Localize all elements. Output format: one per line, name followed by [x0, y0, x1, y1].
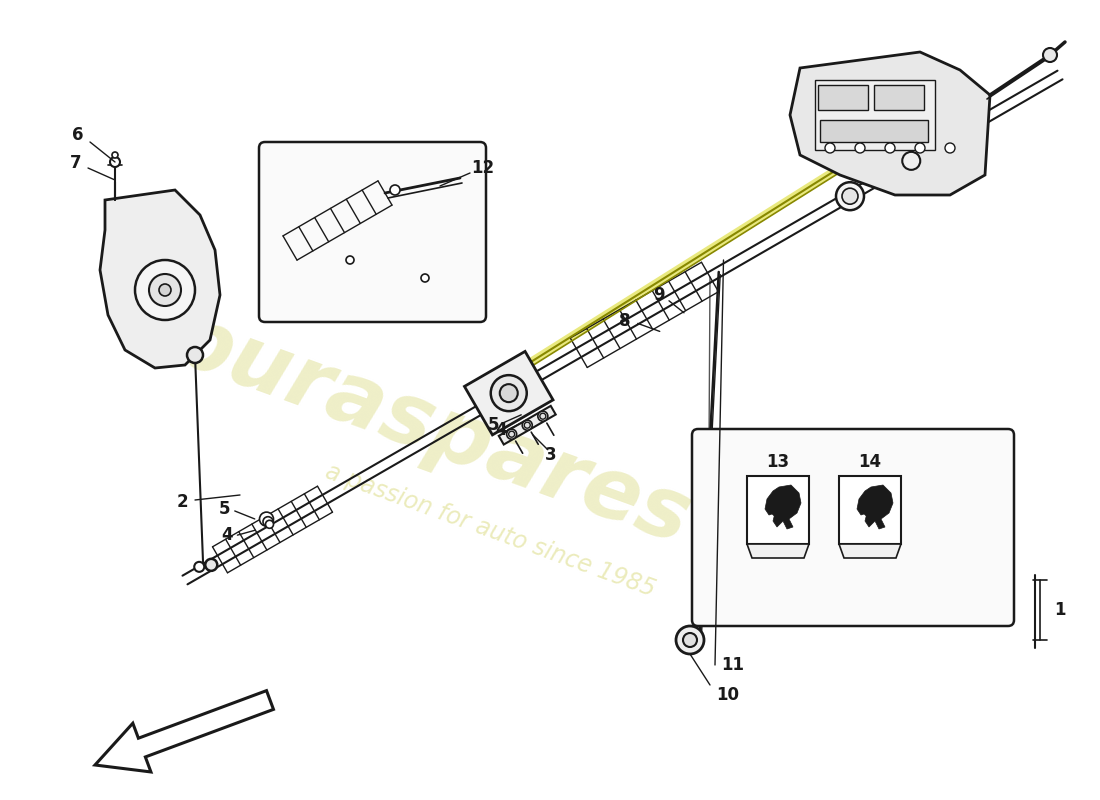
Text: buraspares: buraspares [158, 298, 701, 562]
FancyArrow shape [95, 690, 274, 772]
FancyBboxPatch shape [692, 429, 1014, 626]
Circle shape [260, 512, 274, 526]
Text: 5: 5 [219, 500, 231, 518]
Circle shape [195, 562, 205, 572]
Circle shape [540, 413, 546, 419]
Text: 6: 6 [73, 126, 84, 144]
Text: 9: 9 [653, 286, 664, 304]
Bar [820, 120, 928, 142]
Polygon shape [839, 544, 901, 558]
Circle shape [1043, 48, 1057, 62]
FancyBboxPatch shape [258, 142, 486, 322]
Polygon shape [747, 476, 808, 544]
Text: 4: 4 [221, 526, 233, 544]
Bar [818, 85, 868, 110]
Text: 2: 2 [176, 493, 188, 511]
Circle shape [915, 143, 925, 153]
Circle shape [825, 143, 835, 153]
Circle shape [160, 284, 170, 296]
Bar [815, 80, 935, 150]
Circle shape [206, 559, 218, 571]
Polygon shape [498, 406, 556, 445]
Polygon shape [100, 190, 220, 368]
Circle shape [683, 633, 697, 647]
Circle shape [265, 520, 274, 528]
Circle shape [538, 411, 548, 421]
Text: 10: 10 [716, 686, 739, 704]
Circle shape [855, 143, 865, 153]
Circle shape [842, 188, 858, 204]
Text: 5: 5 [487, 416, 499, 434]
Circle shape [346, 256, 354, 264]
Circle shape [861, 491, 889, 519]
Polygon shape [464, 351, 553, 435]
Circle shape [886, 143, 895, 153]
Text: 12: 12 [472, 159, 495, 177]
Circle shape [769, 491, 798, 519]
Text: 4: 4 [495, 421, 507, 438]
Text: 1: 1 [1054, 601, 1066, 619]
Circle shape [110, 157, 120, 167]
Circle shape [507, 429, 517, 439]
Circle shape [112, 152, 118, 158]
Circle shape [508, 431, 515, 437]
Circle shape [836, 182, 864, 210]
Text: 8: 8 [619, 313, 630, 330]
Circle shape [525, 422, 530, 428]
Circle shape [390, 185, 400, 195]
Polygon shape [839, 476, 901, 544]
Polygon shape [790, 52, 990, 195]
Polygon shape [857, 485, 893, 529]
Polygon shape [747, 544, 808, 558]
Circle shape [522, 420, 532, 430]
Circle shape [902, 152, 921, 170]
Text: 3: 3 [544, 446, 557, 464]
Circle shape [148, 274, 182, 306]
Circle shape [263, 517, 273, 526]
Circle shape [421, 274, 429, 282]
Circle shape [676, 626, 704, 654]
Text: a passion for auto since 1985: a passion for auto since 1985 [321, 459, 658, 601]
Circle shape [187, 347, 204, 363]
Text: 14: 14 [858, 453, 881, 471]
Text: 13: 13 [767, 453, 790, 471]
Bar [874, 85, 924, 110]
Circle shape [135, 260, 195, 320]
Text: 7: 7 [70, 154, 81, 172]
Circle shape [499, 384, 518, 402]
Circle shape [945, 143, 955, 153]
Circle shape [491, 375, 527, 411]
Text: 11: 11 [722, 656, 745, 674]
Polygon shape [764, 485, 801, 529]
